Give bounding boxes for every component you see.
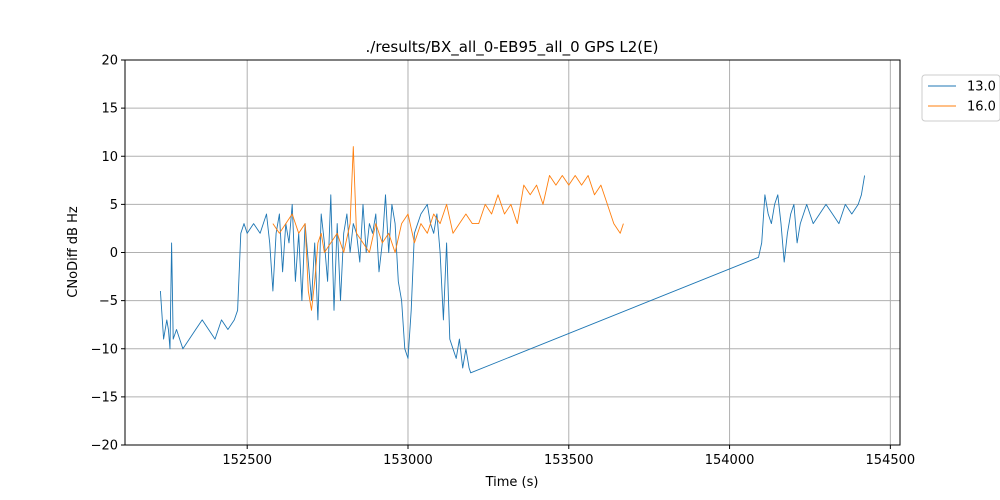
- legend-label: 13.0: [967, 80, 996, 95]
- series-layer: [159, 146, 866, 374]
- x-tick-label: 154000: [705, 453, 755, 468]
- x-axis-label: Time (s): [485, 475, 539, 490]
- y-tick-label: 10: [101, 150, 118, 165]
- x-axis: 152500 153000 153500 154000 154500: [222, 445, 915, 468]
- legend-box: [921, 74, 1000, 122]
- y-axis-label: CNoDiff dB Hz: [66, 206, 81, 298]
- y-tick-label: 20: [101, 54, 118, 69]
- legend-label: 16.0: [967, 100, 996, 115]
- x-tick-label: 152500: [222, 453, 272, 468]
- y-tick-label: 5: [110, 198, 118, 213]
- y-tick-label: 15: [101, 102, 118, 117]
- legend: 13.0 16.0: [921, 74, 1000, 122]
- chart-title: ./results/BX_all_0-EB95_all_0 GPS L2(E): [366, 38, 659, 57]
- x-tick-label: 154500: [866, 453, 916, 468]
- x-tick-label: 153500: [544, 453, 594, 468]
- y-tick-label: 0: [110, 246, 118, 261]
- y-tick-label: −20: [91, 439, 118, 454]
- y-tick-label: −10: [91, 342, 118, 357]
- y-axis: −20 −15 −10 −5 0 5 10 15 20: [91, 54, 125, 454]
- y-tick-label: −5: [99, 294, 118, 309]
- x-tick-label: 153000: [383, 453, 433, 468]
- series-line-16-0: [272, 146, 624, 311]
- y-tick-label: −15: [91, 390, 118, 405]
- series-line-13-0: [159, 175, 866, 374]
